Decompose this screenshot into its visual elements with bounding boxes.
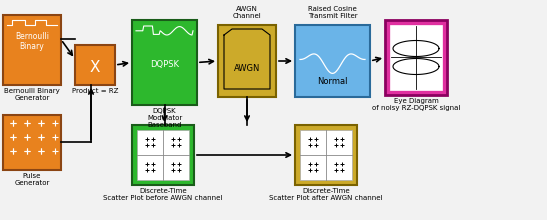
Bar xyxy=(385,20,447,95)
Bar xyxy=(137,130,189,180)
Bar xyxy=(132,20,197,105)
Text: Product = RZ: Product = RZ xyxy=(72,88,118,94)
Text: DQPSK
Modulator
Baseband: DQPSK Modulator Baseband xyxy=(147,108,182,128)
Text: Eye Diagram
of noisy RZ-DQPSK signal: Eye Diagram of noisy RZ-DQPSK signal xyxy=(372,98,460,111)
Bar xyxy=(75,45,115,85)
Bar xyxy=(295,125,357,185)
Text: AWGN
Channel: AWGN Channel xyxy=(232,6,261,19)
Text: Pulse
Generator: Pulse Generator xyxy=(14,173,50,186)
Bar xyxy=(295,25,370,97)
Bar xyxy=(132,125,194,185)
Text: AWGN: AWGN xyxy=(234,64,260,73)
Bar xyxy=(218,25,276,97)
Text: Discrete-Time
Scatter Plot after AWGN channel: Discrete-Time Scatter Plot after AWGN ch… xyxy=(269,188,383,201)
Bar xyxy=(3,15,61,85)
Text: Raised Cosine
Transmit Filter: Raised Cosine Transmit Filter xyxy=(307,6,357,19)
Text: Discrete-Time
Scatter Plot before AWGN channel: Discrete-Time Scatter Plot before AWGN c… xyxy=(103,188,223,201)
Text: DQPSK: DQPSK xyxy=(150,60,179,69)
Bar xyxy=(390,25,442,90)
Bar xyxy=(300,130,352,180)
Bar xyxy=(3,115,61,170)
Text: Normal: Normal xyxy=(317,77,348,86)
Text: X: X xyxy=(90,59,100,75)
Text: Bernoulli Binary
Generator: Bernoulli Binary Generator xyxy=(4,88,60,101)
Text: Bernoulli
Binary: Bernoulli Binary xyxy=(15,32,49,51)
